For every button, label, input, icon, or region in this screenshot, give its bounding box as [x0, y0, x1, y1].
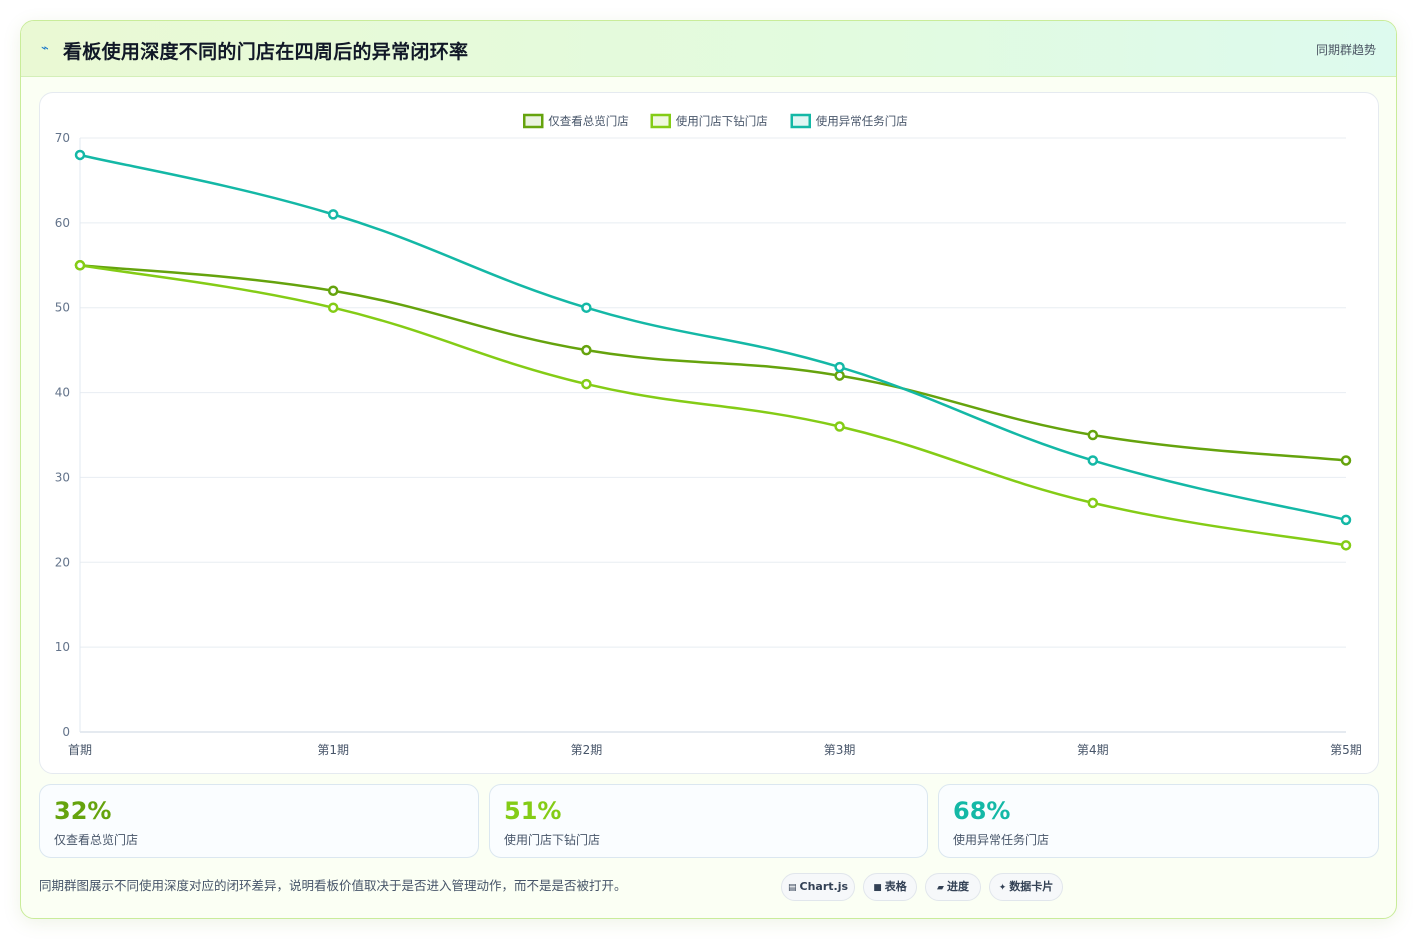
x-tick-label: 首期: [68, 743, 92, 757]
badge-progress[interactable]: ▰ 进度: [925, 873, 981, 901]
header-tag: 同期群趋势: [1315, 43, 1376, 57]
y-tick-label: 60: [55, 216, 70, 230]
x-tick-label: 第1期: [317, 743, 349, 757]
data-point: [834, 361, 845, 373]
stat-cards: 32% 仅查看总览门店 51% 使用门店下钻门店 68% 使用异常任务门店: [39, 784, 1379, 858]
data-point: [834, 421, 845, 432]
chart-icon: ▤: [787, 883, 797, 893]
sparkle-icon: ✦: [998, 883, 1007, 893]
data-point: [834, 370, 845, 381]
data-point: [74, 149, 86, 161]
footnote: 同期群图展示不同使用深度对应的闭环差异，说明看板价值取决于是否进入管理动作，而不…: [39, 878, 627, 893]
data-point: [327, 209, 339, 220]
stat-value: 68%: [953, 797, 1011, 825]
y-tick-label: 70: [55, 131, 70, 145]
data-point: [327, 285, 339, 296]
table-icon: ■: [873, 883, 882, 893]
y-tick-label: 20: [55, 555, 70, 569]
line-chart: 0 10 20 30 40 50 60 70 首期 第1期 第2期 第3期 第4期 第5期 仅查看总览门店 使…: [55, 113, 1362, 757]
stat-card-overview: 32% 仅查看总览门店: [39, 784, 479, 858]
data-point: [327, 302, 339, 313]
stat-label: 使用门店下钻门店: [504, 833, 601, 847]
legend-swatch: [523, 113, 544, 129]
y-tick-label: 0: [62, 725, 70, 739]
stat-card-drilldown: 51% 使用门店下钻门店: [489, 784, 928, 858]
data-point: [581, 302, 592, 313]
y-tick-label: 10: [55, 640, 70, 654]
page-title: 看板使用深度不同的门店在四周后的异常闭环率: [63, 41, 469, 63]
data-point: [74, 260, 86, 271]
series-line-1: [79, 264, 1347, 547]
badge-chartjs[interactable]: ▤ Chart.js: [781, 873, 855, 901]
data-point: [1340, 540, 1352, 551]
stat-label: 仅查看总览门店: [54, 833, 139, 847]
legend-swatch: [790, 113, 811, 129]
data-point: [1340, 514, 1352, 526]
data-point: [1340, 455, 1352, 466]
y-tick-label: 40: [55, 386, 70, 400]
data-point: [1087, 497, 1099, 509]
x-tick-label: 第3期: [824, 743, 856, 757]
card-header: ⌁ 看板使用深度不同的门店在四周后的异常闭环率 同期群趋势: [21, 21, 1396, 77]
data-point: [581, 378, 592, 390]
stat-value: 32%: [54, 797, 112, 825]
data-point: [1087, 429, 1099, 441]
x-tick-label: 第2期: [571, 743, 603, 757]
legend-label: 使用异常任务门店: [816, 114, 908, 128]
stat-card-task: 68% 使用异常任务门店: [938, 784, 1379, 858]
data-point: [581, 344, 592, 356]
progress-icon: ▰: [937, 883, 944, 893]
legend-label: 使用门店下钻门店: [676, 114, 768, 128]
data-point: [1087, 455, 1099, 466]
y-tick-label: 50: [55, 301, 70, 315]
chart-card: ⌁ 看板使用深度不同的门店在四周后的异常闭环率 同期群趋势 0 10 20 30 40 5…: [20, 20, 1397, 919]
x-tick-label: 第4期: [1077, 743, 1109, 757]
stat-label: 使用异常任务门店: [953, 833, 1050, 847]
x-tick-label: 第5期: [1330, 743, 1362, 757]
badge-table[interactable]: ■ 表格: [863, 873, 917, 901]
y-tick-label: 30: [55, 470, 70, 484]
trend-line-icon: ⌁: [41, 41, 49, 56]
series-line-0: [79, 264, 1347, 462]
chart-container: 0 10 20 30 40 50 60 70 首期 第1期 第2期 第3期 第4期 第5期 仅查看总览门店 使…: [39, 92, 1379, 774]
legend-swatch: [650, 113, 671, 129]
legend-label: 仅查看总览门店: [548, 114, 629, 128]
badge-data-card[interactable]: ✦ 数据卡片: [989, 873, 1063, 901]
series-line-2: [79, 153, 1347, 522]
stat-value: 51%: [504, 797, 562, 825]
